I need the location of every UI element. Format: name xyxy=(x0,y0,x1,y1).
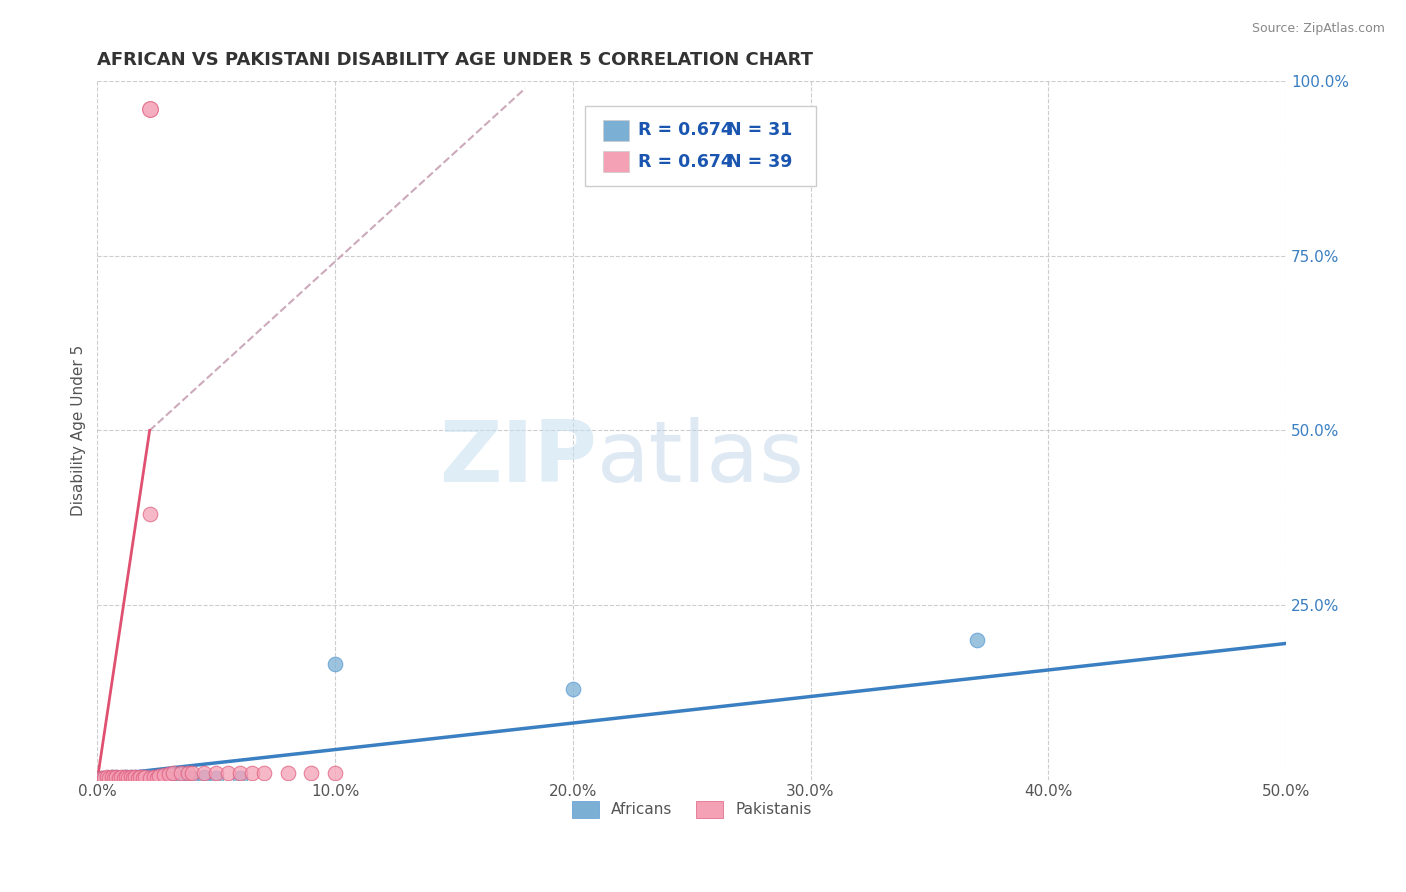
Point xyxy=(110,770,132,784)
Point xyxy=(253,765,276,780)
Point xyxy=(299,765,322,780)
Point xyxy=(146,771,169,785)
Text: R = 0.674: R = 0.674 xyxy=(638,121,733,139)
Point xyxy=(193,765,215,780)
Point xyxy=(115,770,138,784)
Point xyxy=(323,765,346,780)
Point xyxy=(105,770,128,784)
FancyBboxPatch shape xyxy=(603,151,628,172)
Point xyxy=(143,770,166,784)
Point xyxy=(134,770,156,784)
Point xyxy=(176,765,198,780)
Point xyxy=(91,771,114,785)
Point xyxy=(127,771,149,785)
FancyBboxPatch shape xyxy=(585,106,817,186)
Point xyxy=(169,765,191,780)
Point xyxy=(110,771,132,785)
Point xyxy=(100,770,122,784)
Point xyxy=(122,771,145,785)
Y-axis label: Disability Age Under 5: Disability Age Under 5 xyxy=(72,345,86,516)
Point xyxy=(124,770,146,784)
Point xyxy=(138,103,160,117)
Point xyxy=(277,765,299,780)
Point xyxy=(205,765,228,780)
Text: atlas: atlas xyxy=(596,417,804,500)
Point xyxy=(100,770,122,784)
Point xyxy=(124,770,146,784)
Point xyxy=(127,771,149,785)
Point xyxy=(181,765,204,780)
Point xyxy=(148,770,170,784)
Point xyxy=(323,657,346,672)
Point xyxy=(112,770,135,784)
Point xyxy=(181,771,204,785)
Point xyxy=(103,771,125,785)
Point xyxy=(193,770,215,784)
Point xyxy=(129,770,152,784)
Point xyxy=(98,771,121,785)
Point xyxy=(217,765,239,780)
Point xyxy=(148,769,170,783)
Point xyxy=(229,771,252,785)
Text: Source: ZipAtlas.com: Source: ZipAtlas.com xyxy=(1251,22,1385,36)
Point xyxy=(561,681,583,696)
Point xyxy=(129,770,152,784)
Point xyxy=(131,771,153,785)
Point xyxy=(93,771,115,785)
Point xyxy=(162,765,184,780)
Point xyxy=(120,770,142,784)
Point xyxy=(157,767,180,781)
Point xyxy=(105,770,128,784)
Point xyxy=(117,771,139,785)
Point xyxy=(91,771,114,785)
Point xyxy=(117,771,139,785)
Point xyxy=(96,771,118,785)
Point xyxy=(240,765,263,780)
Point xyxy=(134,771,156,785)
Point xyxy=(138,770,160,784)
Point xyxy=(112,771,135,785)
Point xyxy=(103,771,125,785)
Point xyxy=(107,771,129,785)
Point xyxy=(98,771,121,785)
Point xyxy=(153,771,176,785)
Legend: Africans, Pakistanis: Africans, Pakistanis xyxy=(565,795,818,824)
Text: N = 39: N = 39 xyxy=(727,153,793,170)
Point xyxy=(107,771,129,785)
Text: ZIP: ZIP xyxy=(439,417,596,500)
Point xyxy=(157,771,180,785)
Point xyxy=(122,771,145,785)
Point xyxy=(138,508,160,522)
Point xyxy=(205,771,228,785)
Text: R = 0.674: R = 0.674 xyxy=(638,153,733,170)
Point xyxy=(966,632,988,647)
Point xyxy=(120,770,142,784)
Point xyxy=(153,768,176,782)
Point xyxy=(131,771,153,785)
Point xyxy=(115,770,138,784)
Point xyxy=(143,771,166,785)
Text: AFRICAN VS PAKISTANI DISABILITY AGE UNDER 5 CORRELATION CHART: AFRICAN VS PAKISTANI DISABILITY AGE UNDE… xyxy=(97,51,813,69)
Point xyxy=(138,771,160,785)
Point xyxy=(169,770,191,784)
Point xyxy=(96,770,118,784)
FancyBboxPatch shape xyxy=(603,120,628,141)
Point xyxy=(229,765,252,780)
Text: N = 31: N = 31 xyxy=(727,121,793,139)
